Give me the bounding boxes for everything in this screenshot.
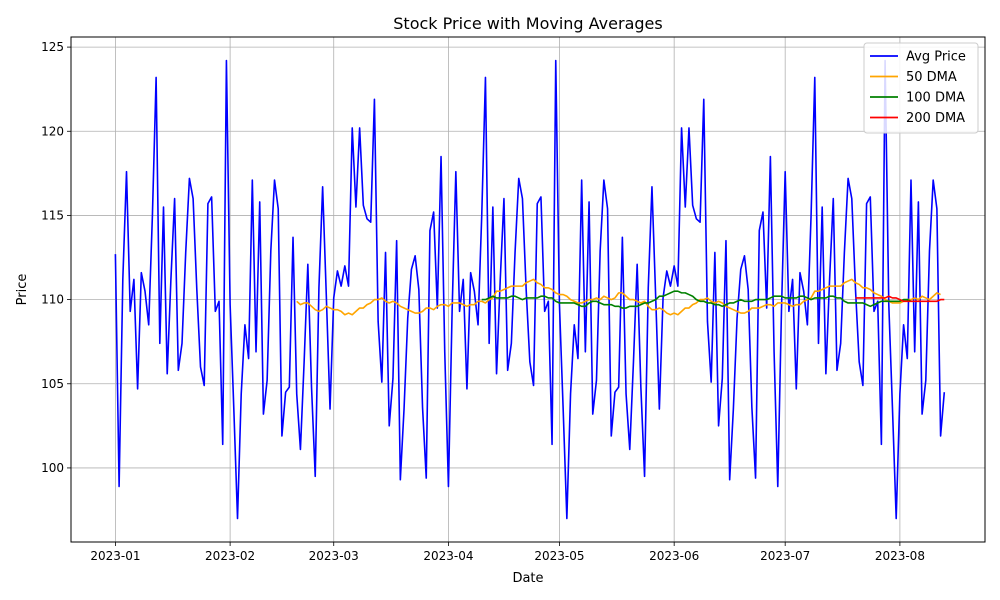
legend-entry: 100 DMA	[906, 91, 965, 106]
series-line-200-dma	[855, 295, 945, 303]
x-tick-label: 2023-01	[90, 549, 140, 563]
x-tick-label: 2023-07	[760, 549, 810, 563]
y-tick-label: 120	[41, 124, 64, 138]
plot-frame	[70, 36, 986, 543]
series-line-avg-price	[114, 59, 946, 520]
x-tick-label: 2023-06	[649, 549, 699, 563]
legend: Avg Price 50 DMA 100 DMA 200 DMA	[863, 42, 979, 134]
y-tick-label: 100	[41, 461, 64, 475]
y-axis-label: Price	[15, 274, 30, 306]
x-tick-label: 2023-02	[205, 549, 255, 563]
legend-box	[863, 42, 979, 134]
x-tick-label: 2023-03	[309, 549, 359, 563]
chart-title: Stock Price with Moving Averages	[393, 14, 662, 33]
y-tick-label: 125	[41, 40, 64, 54]
legend-entry: 50 DMA	[906, 70, 957, 85]
series-line-100-dma	[481, 290, 912, 309]
y-axis-ticks: 100 105 110 115 120 125	[41, 40, 71, 475]
y-tick-label: 105	[41, 377, 64, 391]
grid	[71, 37, 985, 542]
legend-entry: Avg Price	[906, 50, 966, 65]
x-axis-label: Date	[512, 571, 543, 586]
x-axis-ticks: 2023-01 2023-02 2023-03 2023-04 2023-05 2023-…	[90, 542, 925, 563]
series-line-50-dma	[296, 278, 941, 316]
x-tick-label: 2023-08	[875, 549, 925, 563]
x-tick-label: 2023-05	[534, 549, 584, 563]
legend-entry: 200 DMA	[906, 111, 965, 126]
y-tick-label: 115	[41, 208, 64, 222]
x-tick-label: 2023-04	[423, 549, 473, 563]
series-lines	[114, 59, 946, 520]
y-tick-label: 110	[41, 293, 64, 307]
